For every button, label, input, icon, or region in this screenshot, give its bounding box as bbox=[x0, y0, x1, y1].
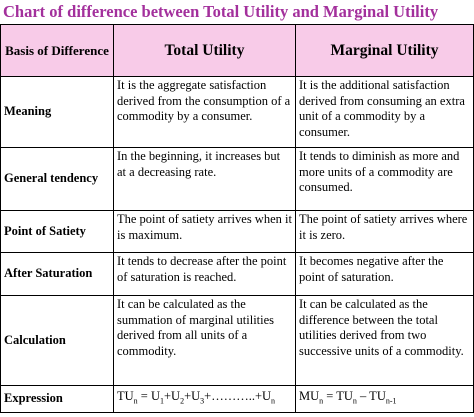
row-label: General tendency bbox=[0, 147, 114, 211]
cell-text: The point of satiety arrives where it is… bbox=[295, 210, 474, 253]
cell-text: It becomes negative after the point of s… bbox=[295, 252, 474, 296]
cell-text: It is the aggregate satisfaction derived… bbox=[113, 76, 296, 148]
expression-text: – TU bbox=[356, 389, 386, 403]
table-row: Expression TUn = U1+U2+U3+………..+Un MUn = T… bbox=[0, 385, 474, 413]
cell-text: It can be calculated as the difference b… bbox=[295, 295, 474, 386]
expression-text: +U bbox=[164, 389, 181, 403]
row-label: Expression bbox=[0, 385, 114, 413]
subscript: 1 bbox=[160, 396, 164, 406]
table-body: Meaning It is the aggregate satisfaction … bbox=[0, 76, 474, 413]
subscript: n bbox=[352, 396, 357, 406]
title: Chart of difference between Total Utilit… bbox=[3, 2, 439, 21]
expression-text: MU bbox=[299, 389, 320, 403]
table-row: Point of Satiety The point of satiety arr… bbox=[0, 210, 474, 253]
expression-text: = TU bbox=[323, 389, 353, 403]
expression-text: +………..+U bbox=[204, 389, 272, 403]
subscript: n-1 bbox=[385, 396, 397, 406]
expression-cell: MUn = TUn – TUn-1 bbox=[295, 385, 474, 413]
comparison-table: Basis of Difference Total Utility Marginal… bbox=[0, 24, 474, 413]
header-cell: Total Utility bbox=[113, 24, 296, 77]
subscript: 2 bbox=[180, 396, 185, 406]
table-row: After Saturation It tends to decrease aft… bbox=[0, 252, 474, 296]
row-label: After Saturation bbox=[0, 252, 114, 296]
subscript: n bbox=[319, 396, 324, 406]
cell-text: It is the additional satisfaction derive… bbox=[295, 76, 474, 148]
table-row: Meaning It is the aggregate satisfaction … bbox=[0, 76, 474, 148]
subscript: 3 bbox=[200, 396, 205, 406]
header-row: Basis of Difference Total Utility Marginal… bbox=[0, 24, 474, 77]
table-row: General tendency In the beginning, it inc… bbox=[0, 147, 474, 211]
cell-text: It can be calculated as the summation of… bbox=[113, 295, 296, 386]
expression-text: TU bbox=[117, 389, 134, 403]
header-cell: Basis of Difference bbox=[0, 24, 114, 77]
cell-text: In the beginning, it increases but at a … bbox=[113, 147, 296, 211]
row-label: Point of Satiety bbox=[0, 210, 114, 253]
subscript: n bbox=[271, 396, 276, 406]
cell-text: The point of satiety arrives when it is … bbox=[113, 210, 296, 253]
expression-cell: TUn = U1+U2+U3+………..+Un bbox=[113, 385, 296, 413]
row-label: Calculation bbox=[0, 295, 114, 386]
expression-text: = U bbox=[137, 389, 160, 403]
subscript: n bbox=[133, 396, 138, 406]
header-cell: Marginal Utility bbox=[295, 24, 474, 77]
expression-text: +U bbox=[184, 389, 201, 403]
cell-text: It tends to diminish as more and more un… bbox=[295, 147, 474, 211]
row-label: Meaning bbox=[0, 76, 114, 148]
table-row: Calculation It can be calculated as the s… bbox=[0, 295, 474, 386]
cell-text: It tends to decrease after the point of … bbox=[113, 252, 296, 296]
